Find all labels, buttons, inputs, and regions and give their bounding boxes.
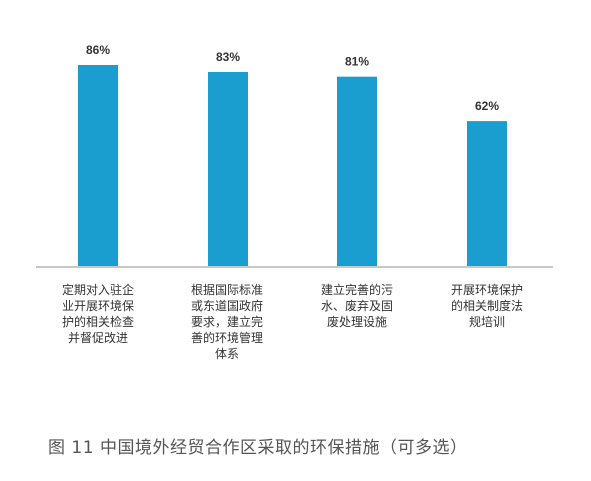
value-label-2: 81%	[345, 55, 369, 69]
category-label-0-line-3: 并督促改进	[67, 331, 128, 345]
category-label-0: 定期对入驻企 业开展环境保 护的相关检查 并督促改进	[48, 282, 148, 346]
bar-chart: 86% 83% 81% 62%	[36, 43, 553, 268]
value-label-1: 83%	[216, 50, 240, 64]
category-label-1-line-3: 善的环境管理	[190, 331, 263, 345]
category-label-2-line-1: 水、废弃及固	[320, 299, 393, 313]
category-label-3: 开展环境保护 的相关制度法 规培训	[437, 282, 537, 330]
value-label-3: 62%	[475, 99, 499, 113]
category-label-1-line-1: 或东道国政府	[190, 299, 263, 313]
bar-0	[78, 65, 118, 266]
bar-2	[337, 76, 377, 267]
category-label-2-line-2: 废处理设施	[326, 315, 387, 329]
value-labels-layer: 86% 83% 81% 62%	[86, 43, 499, 113]
category-label-3-line-0: 开展环境保护	[450, 283, 523, 297]
value-label-0: 86%	[86, 43, 110, 57]
category-label-1-line-2: 要求，建立完	[190, 315, 263, 329]
category-label-0-line-0: 定期对入驻企	[61, 283, 134, 297]
bar-1	[208, 72, 248, 266]
category-label-0-line-1: 业开展环境保	[61, 299, 134, 313]
category-label-1-line-4: 体系	[214, 347, 239, 361]
category-label-1: 根据国际标准 或东道国政府 要求，建立完 善的环境管理 体系	[177, 282, 277, 362]
category-label-3-line-2: 规培训	[468, 315, 505, 329]
category-label-1-line-0: 根据国际标准	[190, 283, 263, 297]
bars-layer	[78, 65, 507, 267]
category-label-2-line-0: 建立完善的污	[320, 283, 393, 297]
category-label-3-line-1: 的相关制度法	[450, 299, 523, 313]
figure-caption: 图 11 中国境外经贸合作区采取的环保措施（可多选）	[48, 438, 468, 458]
category-label-0-line-2: 护的相关检查	[61, 315, 134, 329]
category-label-2: 建立完善的污 水、废弃及固 废处理设施	[307, 282, 407, 330]
bar-3	[467, 121, 507, 267]
